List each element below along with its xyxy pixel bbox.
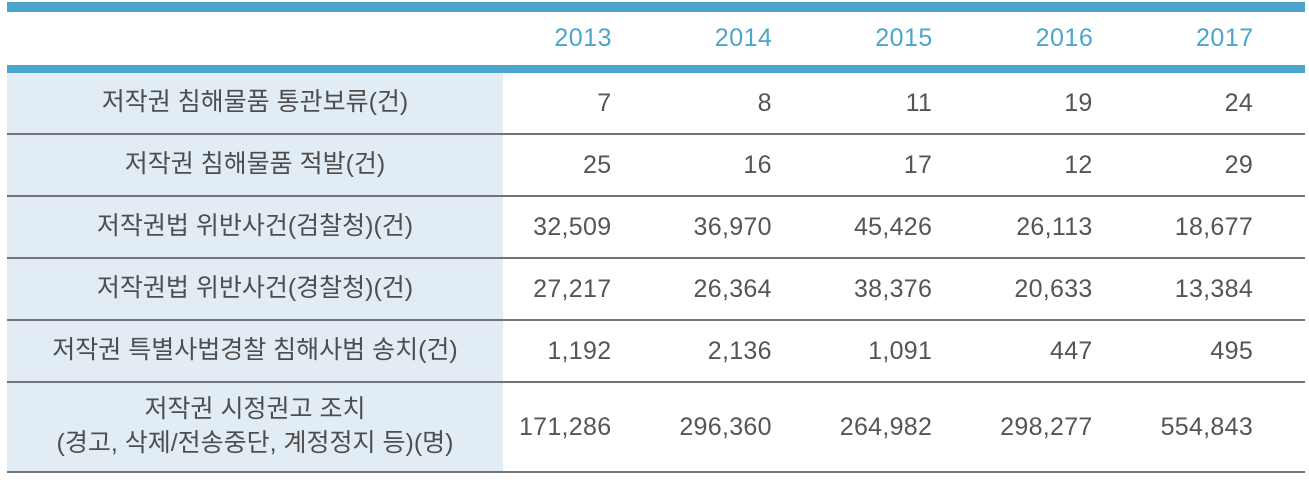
cell-value: 36,970 [663,197,824,257]
cell-value: 447 [984,321,1145,381]
row-label: 저작권 침해물품 통관보류(건) [7,73,503,133]
cell-value: 264,982 [823,383,985,471]
table-row-customs-hold: 저작권 침해물품 통관보류(건) 7 8 11 19 24 [7,73,1306,135]
cell-value: 11 [823,73,985,133]
table-header-row: 2013 2014 2015 2016 2017 [7,12,1305,65]
cell-value: 26,113 [984,197,1145,257]
cell-value: 171,286 [503,383,664,471]
year-header-2017: 2017 [1196,24,1254,52]
cell-value: 17 [823,135,985,195]
cell-value: 2,136 [663,321,824,381]
cell-value: 27,217 [503,259,664,319]
table-row-corrective-recommendations: 저작권 시정권고 조치 (경고, 삭제/전송중단, 계정정지 등)(명) 171… [7,383,1306,473]
table-row-violations-prosecution: 저작권법 위반사건(검찰청)(건) 32,509 36,970 45,426 2… [7,197,1306,259]
statistics-table: 2013 2014 2015 2016 2017 저작권 침해물품 통관보류(건… [7,2,1306,473]
cell-value: 1,091 [823,321,985,381]
cell-value: 19 [984,73,1145,133]
cell-value: 16 [663,135,824,195]
cell-value: 18,677 [1144,197,1306,257]
row-label-line1: 저작권 시정권고 조치 [144,395,366,424]
row-label: 저작권 특별사법경찰 침해사범 송치(건) [7,321,503,381]
cell-value: 38,376 [823,259,985,319]
cell-value: 26,364 [663,259,824,319]
row-label: 저작권 시정권고 조치 (경고, 삭제/전송중단, 계정정지 등)(명) [7,383,503,471]
cell-value: 554,843 [1144,383,1306,471]
row-label: 저작권법 위반사건(검찰청)(건) [7,197,503,257]
table-row-seizures: 저작권 침해물품 적발(건) 25 16 17 12 29 [7,135,1306,197]
cell-value: 20,633 [984,259,1145,319]
cell-value: 29 [1144,135,1306,195]
header-underline [7,65,1305,73]
cell-value: 24 [1144,73,1306,133]
table-row-violations-police: 저작권법 위반사건(경찰청)(건) 27,217 26,364 38,376 2… [7,259,1306,321]
cell-value: 32,509 [503,197,664,257]
cell-value: 12 [984,135,1145,195]
cell-value: 1,192 [503,321,664,381]
table-row-special-police-referral: 저작권 특별사법경찰 침해사범 송치(건) 1,192 2,136 1,091 … [7,321,1306,383]
row-label-line2: (경고, 삭제/전송중단, 계정정지 등)(명) [56,429,454,457]
row-label: 저작권 침해물품 적발(건) [7,135,503,195]
cell-value: 45,426 [823,197,985,257]
cell-value: 298,277 [984,383,1145,471]
year-header-2015: 2015 [875,24,933,52]
cell-value: 495 [1144,321,1306,381]
cell-value: 7 [503,73,664,133]
cell-value: 8 [663,73,824,133]
year-header-2013: 2013 [554,24,613,52]
year-header-2014: 2014 [714,24,773,52]
cell-value: 13,384 [1144,259,1306,319]
cell-value: 25 [503,135,664,195]
year-header-2016: 2016 [1035,24,1094,52]
table-top-border [7,2,1305,12]
cell-value: 296,360 [663,383,824,471]
row-label: 저작권법 위반사건(경찰청)(건) [7,259,503,319]
